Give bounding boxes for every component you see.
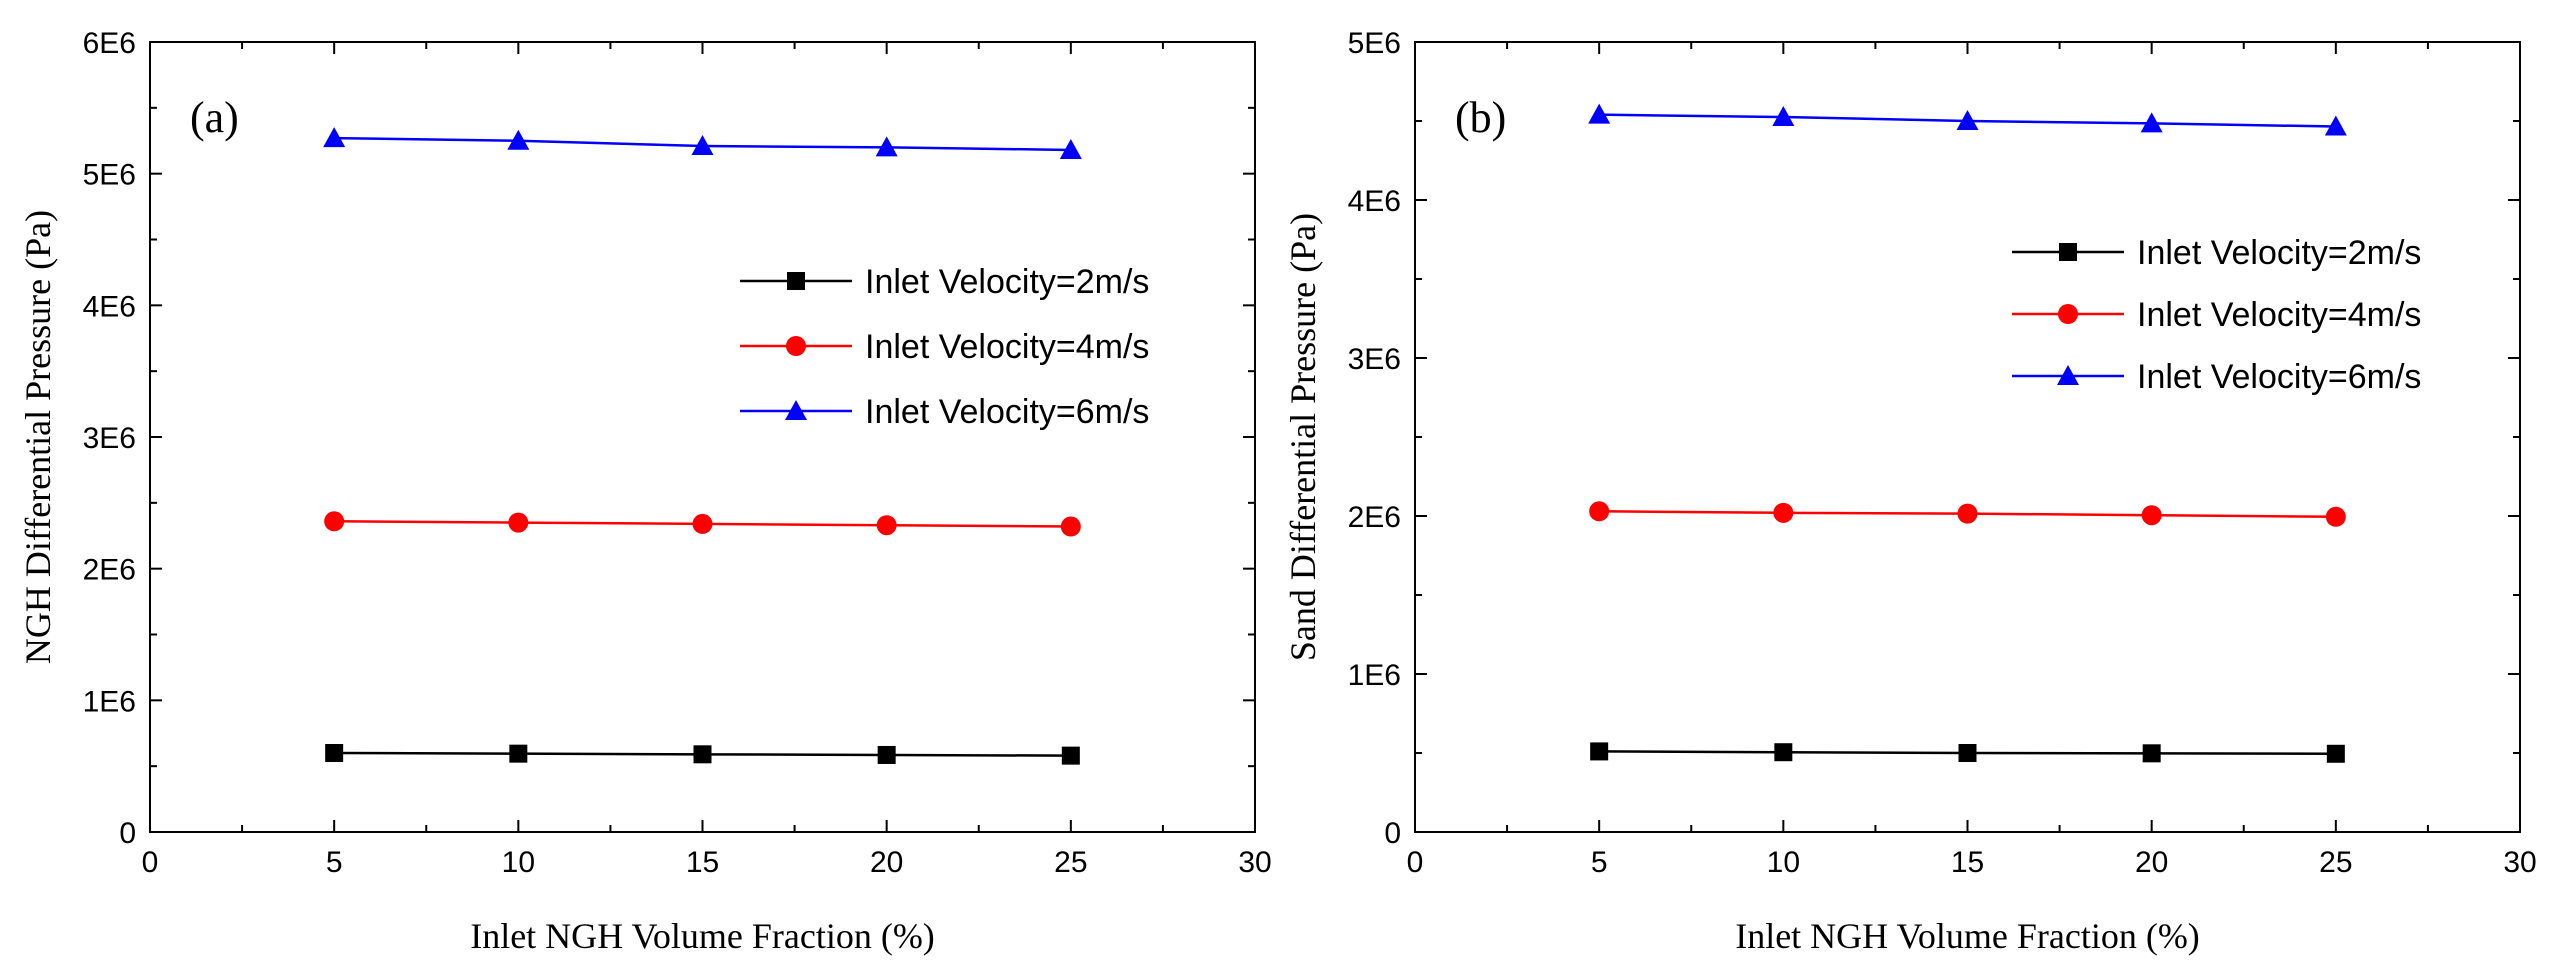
data-point <box>1061 746 1080 765</box>
data-point <box>2141 505 2162 526</box>
data-point <box>2325 506 2346 527</box>
x-tick-label: 0 <box>142 846 159 879</box>
legend-label: Inlet Velocity=4m/s <box>865 328 1149 366</box>
legend-marker <box>2057 365 2079 385</box>
x-tick-label: 25 <box>1054 846 1087 879</box>
x-tick-label: 5 <box>1591 846 1608 879</box>
plot-frame <box>149 41 1256 833</box>
x-tick-label: 5 <box>326 846 343 879</box>
y-tick-label: 4E6 <box>83 290 136 323</box>
data-point <box>509 744 528 763</box>
data-point <box>1773 502 1794 523</box>
legend-entry: Inlet Velocity=6m/s <box>2012 358 2421 396</box>
y-tick-label: 6E6 <box>83 27 136 60</box>
y-tick-label: 0 <box>119 817 136 850</box>
panel-label: (b) <box>1455 93 1506 142</box>
x-tick-label: 15 <box>686 846 719 879</box>
data-point <box>2326 744 2345 763</box>
legend-label: Inlet Velocity=4m/s <box>2137 296 2421 334</box>
data-point <box>1957 503 1978 524</box>
chart-panel-b: 0 5 10 15 20 25 30 0 1E6 2E6 3E6 4E6 5E6 Inlet NGH Vo… <box>1283 27 2537 956</box>
x-tick-label: 15 <box>1951 846 1984 879</box>
data-point <box>692 513 713 534</box>
series-0000ff <box>323 127 1082 159</box>
data-point <box>325 744 344 762</box>
data-point <box>323 127 346 148</box>
y-tick-label: 0 <box>1384 817 1401 850</box>
x-tick-label: 20 <box>2135 846 2168 879</box>
legend-entry: Inlet Velocity=2m/s <box>2012 234 2421 272</box>
y-tick-label: 2E6 <box>1348 501 1401 534</box>
legend-marker <box>786 336 806 356</box>
x-tick-label: 20 <box>870 846 903 879</box>
x-tick-label: 10 <box>1767 846 1800 879</box>
data-point <box>1772 106 1795 127</box>
legend-marker <box>787 272 805 290</box>
data-point <box>1956 110 1979 130</box>
x-axis-title: Inlet NGH Volume Fraction (%) <box>470 916 935 956</box>
plot-frame <box>1414 41 2521 833</box>
y-axis-title: Sand Differential Pressure (Pa) <box>1283 213 1323 661</box>
legend-label: Inlet Velocity=2m/s <box>865 263 1149 301</box>
data-point <box>324 511 345 532</box>
data-point <box>508 512 529 533</box>
data-point <box>693 745 712 764</box>
y-axis-title: NGH Differential Pressure (Pa) <box>18 210 58 664</box>
legend-label: Inlet Velocity=6m/s <box>865 393 1149 431</box>
y-tick-label: 5E6 <box>83 159 136 192</box>
y-tick-label: 3E6 <box>83 422 136 455</box>
data-point <box>507 129 530 150</box>
data-point <box>2140 112 2163 133</box>
legend-entry: Inlet Velocity=6m/s <box>740 393 1149 431</box>
legend-marker <box>2058 304 2078 324</box>
legend-label: Inlet Velocity=6m/s <box>2137 358 2421 396</box>
series-ff0000 <box>324 511 1081 537</box>
x-tick-label: 0 <box>1407 846 1424 879</box>
chart-panel-a: 0 5 10 15 20 25 30 0 1E6 2E6 3E6 4E6 5E6 6E6 Inlet NGH… <box>18 27 1272 956</box>
y-tick-label: 5E6 <box>1348 27 1401 60</box>
legend-entry: Inlet Velocity=4m/s <box>2012 296 2421 334</box>
series-000000 <box>1590 742 2345 763</box>
data-point <box>2324 115 2347 136</box>
data-point <box>691 135 714 156</box>
data-point <box>1060 516 1081 537</box>
legend-entry: Inlet Velocity=4m/s <box>740 328 1149 366</box>
y-tick-label: 3E6 <box>1348 343 1401 376</box>
legend-entry: Inlet Velocity=2m/s <box>740 263 1149 301</box>
y-tick-label: 4E6 <box>1348 185 1401 218</box>
y-tick-label: 2E6 <box>83 554 136 587</box>
x-tick-label: 10 <box>502 846 535 879</box>
data-point <box>876 515 897 536</box>
legend-marker <box>2059 243 2077 261</box>
data-point <box>1588 103 1611 124</box>
series-0000ff <box>1588 103 2347 136</box>
legend-label: Inlet Velocity=2m/s <box>2137 234 2421 272</box>
x-tick-label: 30 <box>1238 846 1271 879</box>
y-tick-label: 1E6 <box>1348 659 1401 692</box>
data-point <box>1958 744 1977 762</box>
y-tick-label: 1E6 <box>83 685 136 718</box>
x-tick-label: 25 <box>2319 846 2352 879</box>
legend-marker <box>785 400 807 420</box>
data-point <box>1589 501 1610 522</box>
data-point <box>877 745 896 764</box>
x-tick-label: 30 <box>2503 846 2536 879</box>
data-point <box>1059 138 1082 159</box>
panel-label: (a) <box>190 93 239 142</box>
series-ff0000 <box>1589 501 2346 527</box>
data-point <box>1590 742 1609 761</box>
data-point <box>1774 743 1793 762</box>
series-000000 <box>325 744 1080 765</box>
data-point <box>2142 744 2161 763</box>
x-axis-title: Inlet NGH Volume Fraction (%) <box>1735 916 2200 956</box>
data-point <box>875 136 898 157</box>
